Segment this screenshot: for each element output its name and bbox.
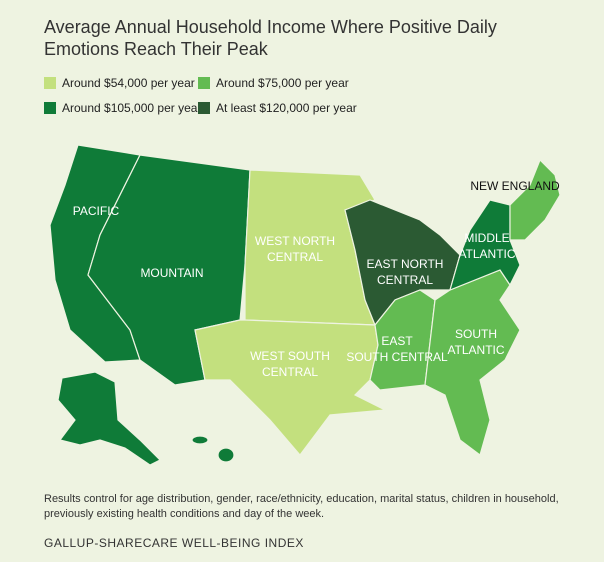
alaska bbox=[57, 371, 162, 466]
hawaii bbox=[191, 435, 209, 445]
region-label: MOUNTAIN bbox=[140, 266, 203, 280]
region-label: EAST SOUTH CENTRAL bbox=[346, 334, 448, 364]
region-label: EAST NORTH CENTRAL bbox=[367, 257, 444, 287]
source: GALLUP-SHARECARE WELL-BEING INDEX bbox=[44, 536, 304, 550]
legend-label: At least $120,000 per year bbox=[216, 101, 357, 115]
title: Average Annual Household Income Where Po… bbox=[44, 17, 497, 59]
legend-label: Around $54,000 per year bbox=[62, 76, 195, 90]
swatch bbox=[198, 77, 210, 89]
region-label: WEST NORTH CENTRAL bbox=[255, 234, 335, 264]
footnote: Results control for age distribution, ge… bbox=[44, 493, 559, 520]
region-label: SOUTH ATLANTIC bbox=[447, 327, 504, 357]
legend-item: Around $75,000 per year bbox=[198, 76, 349, 90]
legend-item: Around $105,000 per year bbox=[44, 101, 201, 115]
region-shape bbox=[509, 158, 561, 241]
region-label: WEST SOUTH CENTRAL bbox=[250, 349, 330, 379]
region-shape bbox=[194, 319, 388, 456]
swatch bbox=[44, 77, 56, 89]
legend-item: Around $54,000 per year bbox=[44, 76, 195, 90]
hawaii bbox=[217, 447, 235, 463]
swatch bbox=[44, 102, 56, 114]
legend-label: Around $105,000 per year bbox=[62, 101, 202, 115]
region-label: PACIFIC bbox=[73, 204, 120, 218]
legend-label: Around $75,000 per year bbox=[216, 76, 349, 90]
region-shape bbox=[449, 199, 521, 292]
region-label: MIDDLE ATLANTIC bbox=[458, 231, 515, 261]
region-label: NEW ENGLAND bbox=[470, 179, 560, 193]
swatch bbox=[198, 102, 210, 114]
legend-item: At least $120,000 per year bbox=[198, 101, 357, 115]
